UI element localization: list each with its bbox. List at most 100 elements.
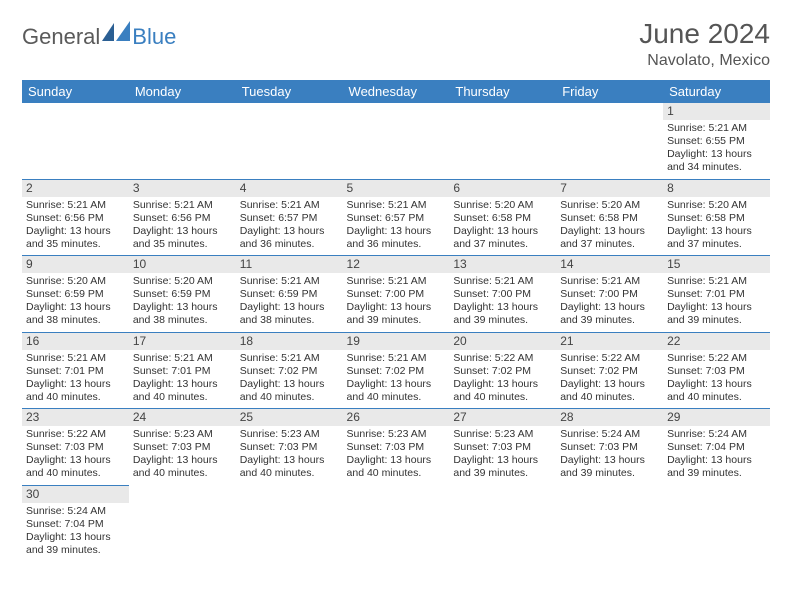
sunrise-line: Sunrise: 5:20 AM <box>26 275 125 288</box>
calendar-cell <box>236 485 343 561</box>
sunset-line: Sunset: 7:00 PM <box>453 288 552 301</box>
daylight-line: Daylight: 13 hours and 34 minutes. <box>667 148 766 174</box>
sunrise-line: Sunrise: 5:21 AM <box>133 352 232 365</box>
daylight-line: Daylight: 13 hours and 35 minutes. <box>133 225 232 251</box>
day-info: Sunrise: 5:21 AMSunset: 7:01 PMDaylight:… <box>133 352 232 405</box>
day-number: 14 <box>556 256 663 273</box>
sunrise-line: Sunrise: 5:24 AM <box>667 428 766 441</box>
day-number: 20 <box>449 333 556 350</box>
day-info: Sunrise: 5:21 AMSunset: 6:56 PMDaylight:… <box>26 199 125 252</box>
daylight-line: Daylight: 13 hours and 39 minutes. <box>347 301 446 327</box>
title-block: June 2024 Navolato, Mexico <box>639 18 770 70</box>
day-number: 18 <box>236 333 343 350</box>
day-number: 16 <box>22 333 129 350</box>
sunrise-line: Sunrise: 5:21 AM <box>453 275 552 288</box>
calendar-cell: 4Sunrise: 5:21 AMSunset: 6:57 PMDaylight… <box>236 179 343 256</box>
daylight-line: Daylight: 13 hours and 40 minutes. <box>133 378 232 404</box>
sunrise-line: Sunrise: 5:21 AM <box>240 352 339 365</box>
sunrise-line: Sunrise: 5:21 AM <box>26 352 125 365</box>
sunrise-line: Sunrise: 5:21 AM <box>133 199 232 212</box>
daylight-line: Daylight: 13 hours and 36 minutes. <box>347 225 446 251</box>
sunset-line: Sunset: 7:00 PM <box>347 288 446 301</box>
day-info: Sunrise: 5:23 AMSunset: 7:03 PMDaylight:… <box>453 428 552 481</box>
daylight-line: Daylight: 13 hours and 40 minutes. <box>453 378 552 404</box>
day-number: 21 <box>556 333 663 350</box>
weekday-header: Tuesday <box>236 80 343 103</box>
page-title: June 2024 <box>639 18 770 50</box>
day-info: Sunrise: 5:21 AMSunset: 6:55 PMDaylight:… <box>667 122 766 175</box>
daylight-line: Daylight: 13 hours and 40 minutes. <box>240 454 339 480</box>
day-info: Sunrise: 5:23 AMSunset: 7:03 PMDaylight:… <box>133 428 232 481</box>
calendar-cell <box>449 485 556 561</box>
day-number: 1 <box>663 103 770 120</box>
daylight-line: Daylight: 13 hours and 40 minutes. <box>133 454 232 480</box>
sunrise-line: Sunrise: 5:20 AM <box>453 199 552 212</box>
calendar-cell <box>22 103 129 179</box>
day-number: 30 <box>22 486 129 503</box>
daylight-line: Daylight: 13 hours and 39 minutes. <box>667 454 766 480</box>
sunset-line: Sunset: 7:04 PM <box>667 441 766 454</box>
day-number: 23 <box>22 409 129 426</box>
calendar-cell <box>343 485 450 561</box>
sunrise-line: Sunrise: 5:22 AM <box>453 352 552 365</box>
sunset-line: Sunset: 7:03 PM <box>560 441 659 454</box>
calendar-cell <box>556 103 663 179</box>
sunset-line: Sunset: 7:03 PM <box>453 441 552 454</box>
day-number: 28 <box>556 409 663 426</box>
day-number: 27 <box>449 409 556 426</box>
sunrise-line: Sunrise: 5:20 AM <box>560 199 659 212</box>
sunset-line: Sunset: 7:03 PM <box>133 441 232 454</box>
calendar-cell: 7Sunrise: 5:20 AMSunset: 6:58 PMDaylight… <box>556 179 663 256</box>
daylight-line: Daylight: 13 hours and 37 minutes. <box>667 225 766 251</box>
day-number: 26 <box>343 409 450 426</box>
sunset-line: Sunset: 7:03 PM <box>240 441 339 454</box>
calendar-cell: 29Sunrise: 5:24 AMSunset: 7:04 PMDayligh… <box>663 409 770 486</box>
day-info: Sunrise: 5:20 AMSunset: 6:58 PMDaylight:… <box>667 199 766 252</box>
logo-text-blue: Blue <box>132 24 176 50</box>
daylight-line: Daylight: 13 hours and 40 minutes. <box>26 454 125 480</box>
sunrise-line: Sunrise: 5:21 AM <box>667 122 766 135</box>
daylight-line: Daylight: 13 hours and 39 minutes. <box>560 301 659 327</box>
calendar-cell <box>449 103 556 179</box>
daylight-line: Daylight: 13 hours and 40 minutes. <box>667 378 766 404</box>
day-info: Sunrise: 5:23 AMSunset: 7:03 PMDaylight:… <box>347 428 446 481</box>
sunset-line: Sunset: 7:01 PM <box>667 288 766 301</box>
sunset-line: Sunset: 7:02 PM <box>453 365 552 378</box>
calendar-cell: 15Sunrise: 5:21 AMSunset: 7:01 PMDayligh… <box>663 256 770 333</box>
sunset-line: Sunset: 6:57 PM <box>347 212 446 225</box>
daylight-line: Daylight: 13 hours and 40 minutes. <box>347 378 446 404</box>
sunset-line: Sunset: 7:02 PM <box>240 365 339 378</box>
calendar-cell: 3Sunrise: 5:21 AMSunset: 6:56 PMDaylight… <box>129 179 236 256</box>
weekday-header: Monday <box>129 80 236 103</box>
sunrise-line: Sunrise: 5:22 AM <box>26 428 125 441</box>
sunset-line: Sunset: 7:03 PM <box>347 441 446 454</box>
day-number: 13 <box>449 256 556 273</box>
sunrise-line: Sunrise: 5:23 AM <box>347 428 446 441</box>
sunset-line: Sunset: 6:58 PM <box>560 212 659 225</box>
weekday-header: Friday <box>556 80 663 103</box>
daylight-line: Daylight: 13 hours and 40 minutes. <box>26 378 125 404</box>
day-number: 2 <box>22 180 129 197</box>
sunset-line: Sunset: 7:03 PM <box>667 365 766 378</box>
day-info: Sunrise: 5:22 AMSunset: 7:03 PMDaylight:… <box>667 352 766 405</box>
day-info: Sunrise: 5:24 AMSunset: 7:03 PMDaylight:… <box>560 428 659 481</box>
daylight-line: Daylight: 13 hours and 35 minutes. <box>26 225 125 251</box>
day-info: Sunrise: 5:21 AMSunset: 6:59 PMDaylight:… <box>240 275 339 328</box>
sunrise-line: Sunrise: 5:21 AM <box>667 275 766 288</box>
daylight-line: Daylight: 13 hours and 39 minutes. <box>453 454 552 480</box>
calendar-cell: 26 Sunrise: 5:23 AMSunset: 7:03 PMDayligh… <box>343 409 450 486</box>
calendar-cell: 17Sunrise: 5:21 AMSunset: 7:01 PMDayligh… <box>129 332 236 409</box>
day-info: Sunrise: 5:21 AMSunset: 6:57 PMDaylight:… <box>347 199 446 252</box>
calendar-cell: 14Sunrise: 5:21 AMSunset: 7:00 PMDayligh… <box>556 256 663 333</box>
calendar-cell: 16Sunrise: 5:21 AMSunset: 7:01 PMDayligh… <box>22 332 129 409</box>
sunset-line: Sunset: 6:59 PM <box>133 288 232 301</box>
sunset-line: Sunset: 6:55 PM <box>667 135 766 148</box>
calendar-cell: 13Sunrise: 5:21 AMSunset: 7:00 PMDayligh… <box>449 256 556 333</box>
weekday-header: Thursday <box>449 80 556 103</box>
day-info: Sunrise: 5:21 AMSunset: 6:57 PMDaylight:… <box>240 199 339 252</box>
daylight-line: Daylight: 13 hours and 37 minutes. <box>453 225 552 251</box>
day-info: Sunrise: 5:20 AMSunset: 6:58 PMDaylight:… <box>453 199 552 252</box>
daylight-line: Daylight: 13 hours and 38 minutes. <box>133 301 232 327</box>
calendar-cell: 23Sunrise: 5:22 AMSunset: 7:03 PMDayligh… <box>22 409 129 486</box>
sunset-line: Sunset: 6:57 PM <box>240 212 339 225</box>
